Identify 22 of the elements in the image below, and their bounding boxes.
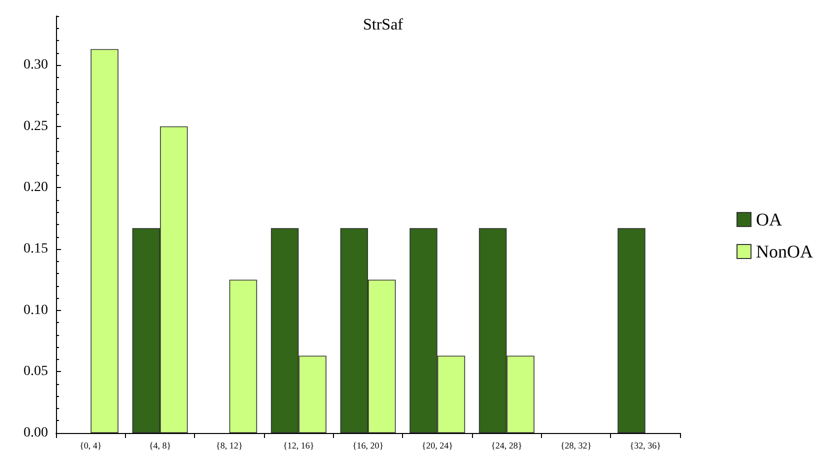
legend-label: OA bbox=[756, 210, 782, 230]
x-tick-label: {32, 36} bbox=[630, 440, 661, 450]
x-tick-label: {16, 20} bbox=[352, 440, 384, 450]
y-tick-label: 0.20 bbox=[24, 180, 48, 196]
x-tick-label: {0, 4} bbox=[80, 440, 102, 450]
x-tick-label: {24, 28} bbox=[491, 440, 522, 450]
y-tick-label: 0.05 bbox=[24, 364, 48, 380]
bar bbox=[229, 280, 258, 433]
bar bbox=[90, 49, 118, 433]
bar bbox=[618, 228, 646, 433]
x-tick-label: {20, 24} bbox=[422, 440, 453, 450]
y-tick-label: 0.30 bbox=[24, 58, 48, 73]
chart-title: StrSaf bbox=[363, 16, 404, 34]
legend-label: NonOA bbox=[756, 242, 814, 262]
x-tick-label: {28, 32} bbox=[560, 440, 592, 450]
x-tick-label: {8, 12} bbox=[216, 440, 243, 450]
y-tick-label: 0.10 bbox=[24, 302, 48, 318]
y-tick-label: 0.15 bbox=[24, 242, 48, 257]
y-tick-label: 0.25 bbox=[24, 118, 48, 134]
x-tick-label: {12, 16} bbox=[283, 440, 314, 450]
y-tick-label: 0.00 bbox=[24, 426, 48, 440]
x-tick-label: {4, 8} bbox=[148, 440, 172, 450]
